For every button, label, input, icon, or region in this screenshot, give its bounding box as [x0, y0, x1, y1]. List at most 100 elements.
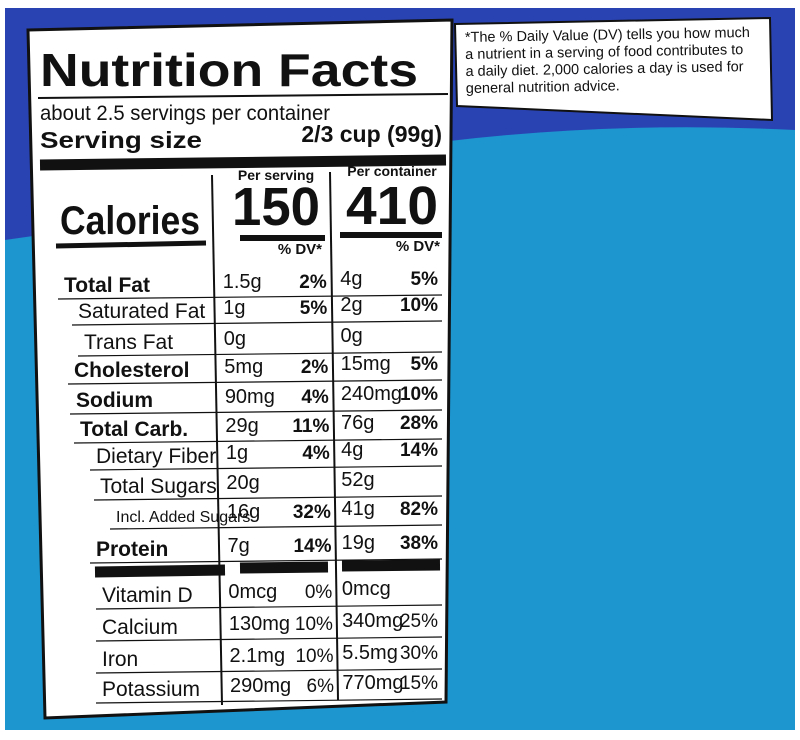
nutrient-name: Vitamin D — [102, 584, 193, 607]
serving-dv: 10% — [295, 646, 333, 667]
row-rule — [95, 604, 443, 610]
serving-amount: 20g — [226, 472, 259, 494]
thick-rule — [94, 564, 226, 578]
footnote: *The % Daily Value (DV) tells you how mu… — [465, 25, 750, 97]
serving-dv: 10% — [295, 614, 333, 635]
row-rule — [73, 438, 443, 444]
serving-dv: 2% — [299, 272, 327, 293]
serving-amount: 130mg — [229, 613, 290, 635]
serving-amount: 290mg — [230, 675, 291, 697]
nutrient-name: Saturated Fat — [78, 300, 205, 323]
serving-dv: 4% — [302, 443, 330, 464]
serving-amount: 1.5g — [223, 271, 262, 293]
serving-amount: 16g — [227, 501, 260, 523]
container-amount: 5.5mg — [342, 642, 398, 664]
serving-dv: 2% — [301, 357, 329, 378]
container-amount: 770mg — [342, 672, 403, 694]
row-rule — [89, 558, 443, 564]
container-dv: 10% — [400, 295, 438, 316]
calories-per-container: 410 — [346, 176, 438, 236]
serving-amount: 5mg — [224, 356, 263, 378]
nutrient-name: Sodium — [76, 389, 153, 412]
footnote-panel — [453, 16, 774, 122]
nutrient-name: Total Carb. — [80, 418, 188, 441]
serving-dv: 0% — [305, 582, 333, 603]
nutrient-name: Trans Fat — [84, 331, 173, 354]
container-amount: 240mg — [341, 383, 402, 405]
servings: about 2.5 servings per container — [40, 102, 330, 125]
footnote-line: a nutrient in a serving of food contribu… — [465, 42, 743, 63]
serving-dv: 4% — [301, 387, 329, 408]
container-dv: 15% — [400, 673, 438, 694]
calories-per-serving: 150 — [232, 177, 320, 237]
container-amount: 4g — [341, 439, 363, 461]
row-rule — [67, 379, 443, 385]
calories-label: Calories — [60, 199, 200, 243]
serving-amount: 0g — [224, 328, 246, 350]
container-dv: 38% — [400, 533, 438, 554]
dv-header: % DV* — [278, 241, 322, 258]
serving-amount: 1g — [223, 297, 245, 319]
container-dv: 5% — [411, 269, 439, 290]
row-rule — [57, 294, 443, 300]
serving-amount: 7g — [228, 535, 250, 557]
nutrient-name: Incl. Added Sugars — [116, 509, 250, 526]
nutrient-rows: Total Fat 1.5g 2% 4g 5% Saturated Fat 1g 5% 2g 10… — [57, 268, 443, 704]
serving-amount: 0mcg — [228, 581, 277, 603]
row-rule — [69, 409, 443, 415]
container-dv: 25% — [400, 611, 438, 632]
container-amount: 340mg — [342, 610, 403, 632]
container-amount: 76g — [341, 412, 374, 434]
serving-amount: 2.1mg — [229, 645, 285, 667]
serving-amount: 29g — [225, 415, 258, 437]
serving-dv: 11% — [292, 416, 329, 437]
container-amount: 15mg — [341, 353, 391, 375]
row-rule — [95, 668, 443, 674]
thick-rule — [239, 561, 329, 574]
container-dv: 5% — [411, 354, 439, 375]
serving-dv: 6% — [307, 676, 335, 697]
thick-rule — [39, 154, 447, 171]
container-amount: 0mcg — [342, 578, 391, 600]
dv-header: % DV* — [396, 238, 440, 255]
row-rule — [95, 698, 443, 704]
container-dv: 30% — [400, 643, 438, 664]
serving-dv: 32% — [293, 502, 331, 523]
nutrient-name: Total Sugars — [100, 475, 217, 498]
container-amount: 2g — [340, 294, 362, 316]
label-title: Nutrition Facts — [40, 44, 418, 96]
nutrient-name: Iron — [102, 648, 138, 671]
container-dv: 28% — [400, 413, 438, 434]
row-rule — [89, 465, 443, 471]
rule — [55, 240, 207, 249]
divider — [329, 171, 339, 701]
thick-rule — [341, 559, 441, 572]
container-amount: 0g — [341, 325, 363, 347]
footnote-line: *The % Daily Value (DV) tells you how mu… — [465, 25, 750, 46]
container-dv: 10% — [400, 384, 438, 405]
footnote-line: general nutrition advice. — [466, 78, 620, 97]
nutrient-name: Protein — [96, 538, 168, 561]
serving-dv: 5% — [300, 298, 328, 319]
nutrient-name: Dietary Fiber — [96, 445, 216, 468]
row-rule — [95, 636, 443, 642]
nutrient-name: Cholesterol — [74, 359, 190, 382]
container-amount: 4g — [340, 268, 362, 290]
container-amount: 41g — [341, 498, 374, 520]
row-rule — [71, 320, 443, 326]
per-container-header: Per container — [347, 163, 437, 179]
footnote-line: a daily diet. 2,000 calories a day is us… — [465, 59, 743, 80]
per-serving-header: Per serving — [238, 167, 314, 183]
container-amount: 19g — [342, 532, 375, 554]
divider — [211, 174, 223, 706]
rule — [37, 93, 449, 99]
container-amount: 52g — [341, 469, 374, 491]
serving-amount: 90mg — [225, 386, 275, 408]
serving-amount: 1g — [226, 442, 248, 464]
row-rule — [77, 351, 443, 357]
serving-dv: 14% — [293, 536, 331, 557]
nutrient-name: Total Fat — [64, 274, 150, 297]
row-rule — [93, 495, 443, 501]
